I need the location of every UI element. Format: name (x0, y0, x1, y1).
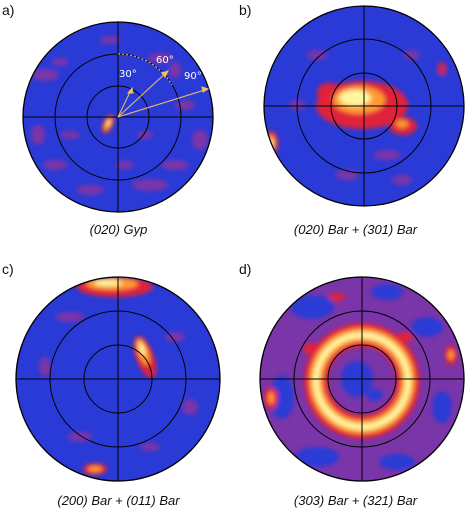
caption-b: (020) Bar + (301) Bar (293, 222, 418, 237)
caption-d: (303) Bar + (321) Bar (293, 493, 418, 508)
grid-overlay (263, 5, 465, 207)
panel-c: c) (200) B (0, 257, 237, 514)
angle-label-90: 90° (184, 71, 202, 82)
angle-annotation (117, 53, 210, 118)
panel-tag-d: d) (239, 261, 252, 277)
grid-overlay (15, 276, 221, 482)
angle-label-60: 60° (156, 55, 174, 66)
grid-overlay (259, 276, 465, 482)
pole-figure-a: 30° 60° 90° (22, 21, 214, 213)
pole-figure-c (15, 276, 221, 482)
caption-a: (020) Gyp (89, 222, 148, 237)
pole-figure-d (259, 276, 465, 482)
panel-tag-b: b) (239, 2, 252, 18)
caption-c: (200) Bar + (011) Bar (57, 493, 180, 508)
panel-a: a) (0, 0, 237, 257)
panel-tag-a: a) (2, 2, 15, 18)
pole-figure-b (263, 5, 465, 207)
angle-label-30: 30° (119, 69, 137, 80)
panel-tag-c: c) (2, 261, 14, 277)
panel-b: b) (237, 0, 474, 257)
panel-d: d) (237, 257, 474, 514)
